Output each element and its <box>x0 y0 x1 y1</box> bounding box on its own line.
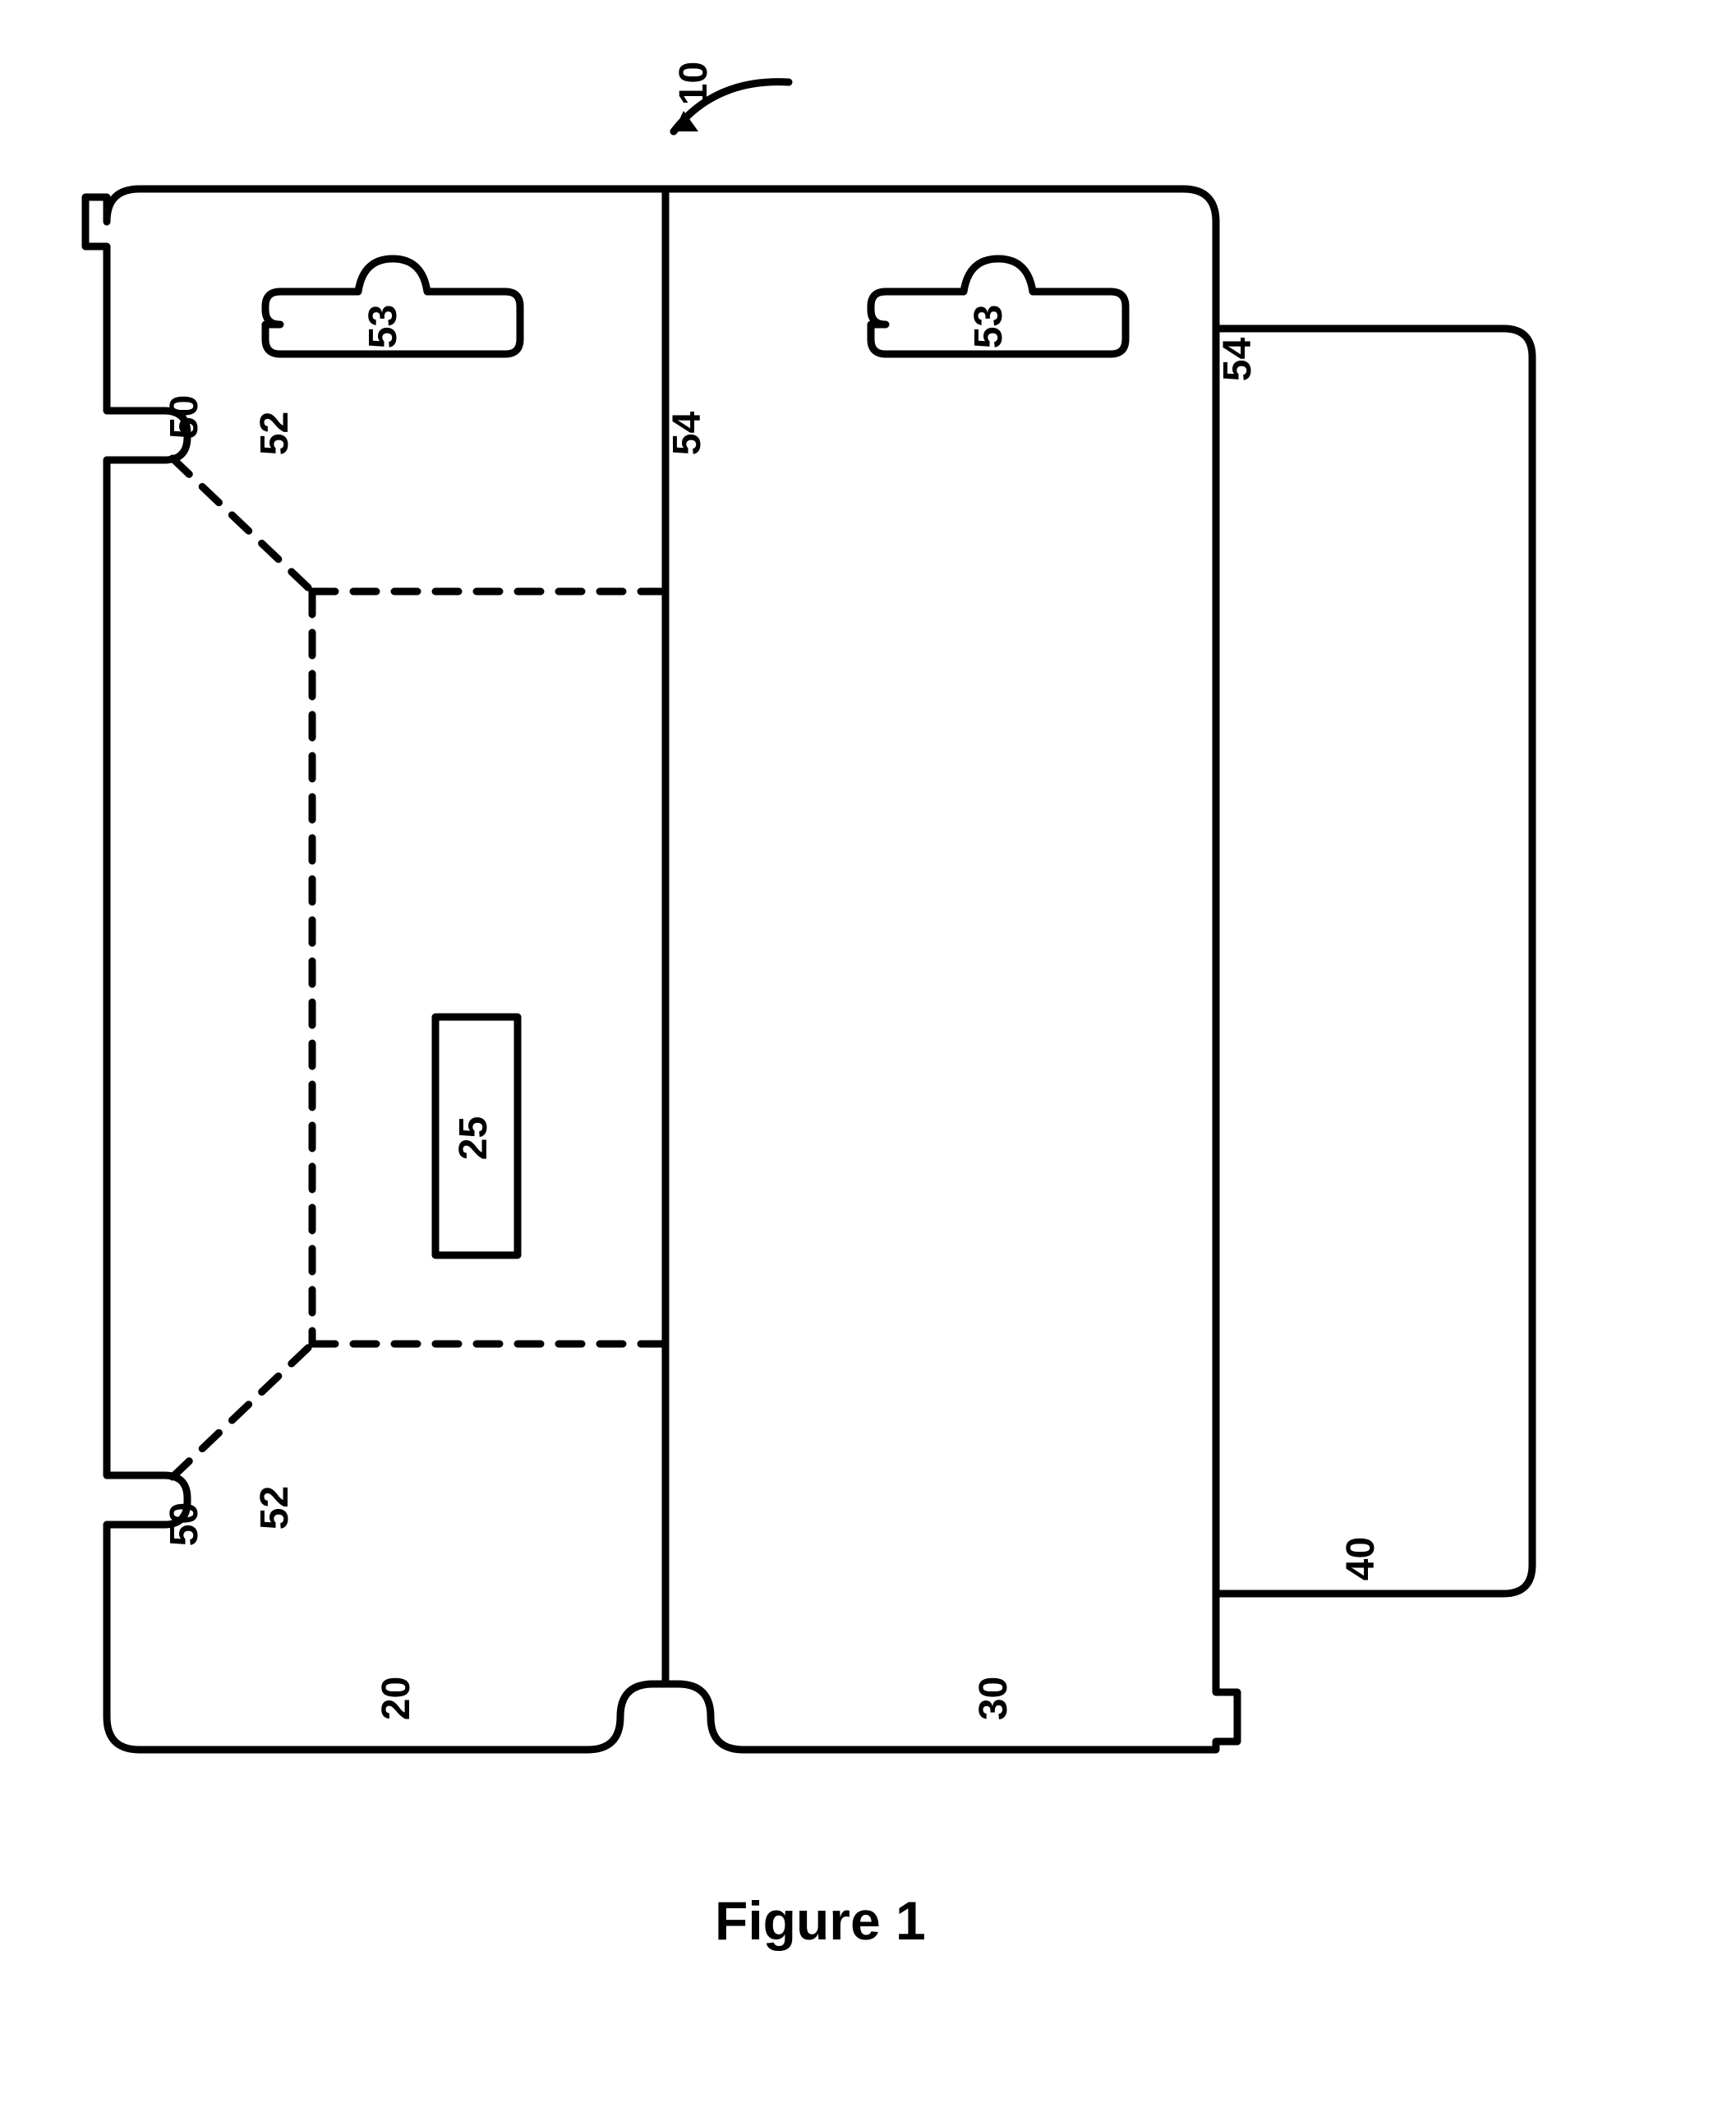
ref-label-54a: 54 <box>665 412 710 455</box>
ref-label-53a: 53 <box>361 305 406 348</box>
ref-label-50b: 50 <box>162 1502 207 1546</box>
ref-label-30: 30 <box>971 1677 1016 1720</box>
blank-outline <box>85 189 1532 1750</box>
diagonal-fold-52-top <box>173 458 312 591</box>
ref-label-52b: 52 <box>252 1486 297 1530</box>
diagonal-fold-52-bottom <box>173 1344 312 1477</box>
ref-label-54b: 54 <box>1215 338 1260 381</box>
ref-label-52a: 52 <box>252 412 297 455</box>
blank-drawing <box>0 0 1736 2117</box>
ref-label-40: 40 <box>1338 1537 1384 1580</box>
figure-1-container: 10 53 53 52 50 54 54 25 52 50 20 30 40 F… <box>0 0 1736 2117</box>
figure-title: Figure 1 <box>715 1889 926 1952</box>
ref-label-53b: 53 <box>966 305 1011 348</box>
ref-label-20: 20 <box>374 1677 419 1720</box>
ref-label-50a: 50 <box>162 395 207 439</box>
ref-label-10: 10 <box>671 62 716 105</box>
ref-label-25: 25 <box>451 1116 496 1160</box>
